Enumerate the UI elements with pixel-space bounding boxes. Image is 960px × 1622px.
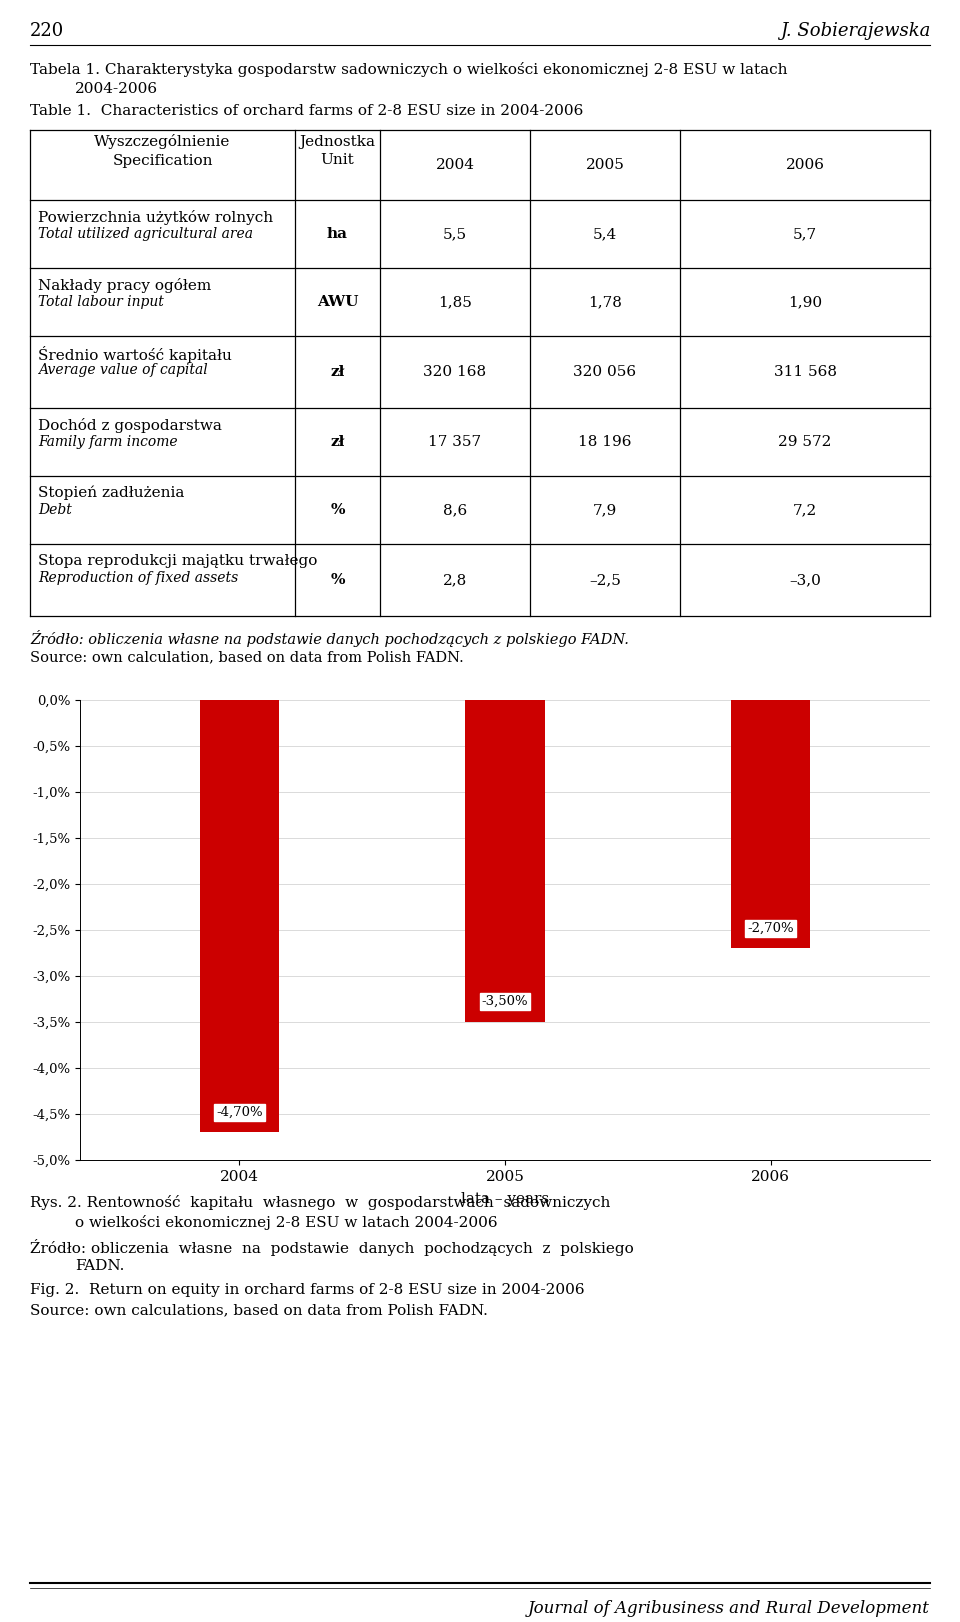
Text: Source: own calculation, based on data from Polish FADN.: Source: own calculation, based on data f… bbox=[30, 650, 464, 663]
Text: Total utilized agricultural area: Total utilized agricultural area bbox=[38, 227, 253, 242]
Text: Journal of Agribusiness and Rural Development: Journal of Agribusiness and Rural Develo… bbox=[528, 1599, 930, 1617]
Text: zł: zł bbox=[330, 365, 345, 380]
Text: 8,6: 8,6 bbox=[443, 503, 468, 517]
Text: 320 056: 320 056 bbox=[573, 365, 636, 380]
Text: J. Sobierajewska: J. Sobierajewska bbox=[780, 23, 930, 41]
Text: 2004-2006: 2004-2006 bbox=[75, 83, 158, 96]
Text: 1,78: 1,78 bbox=[588, 295, 622, 310]
Text: o wielkości ekonomicznej 2-8 ESU w latach 2004-2006: o wielkości ekonomicznej 2-8 ESU w latac… bbox=[75, 1215, 497, 1229]
X-axis label: lata – years: lata – years bbox=[461, 1192, 549, 1207]
Text: Powierzchnia użytków rolnych: Powierzchnia użytków rolnych bbox=[38, 209, 274, 225]
Text: Jednostka
Unit: Jednostka Unit bbox=[300, 135, 375, 167]
Text: Total labour input: Total labour input bbox=[38, 295, 164, 310]
Text: Stopa reprodukcji majątku trwałego: Stopa reprodukcji majątku trwałego bbox=[38, 555, 318, 568]
Text: 5,7: 5,7 bbox=[793, 227, 817, 242]
Text: Źródło: obliczenia  własne  na  podstawie  danych  pochodzących  z  polskiego: Źródło: obliczenia własne na podstawie d… bbox=[30, 1239, 634, 1255]
Text: Source: own calculations, based on data from Polish FADN.: Source: own calculations, based on data … bbox=[30, 1302, 488, 1317]
Text: –2,5: –2,5 bbox=[589, 573, 621, 587]
Text: 7,9: 7,9 bbox=[593, 503, 617, 517]
Text: -2,70%: -2,70% bbox=[747, 921, 794, 934]
Text: 320 168: 320 168 bbox=[423, 365, 487, 380]
Text: Fig. 2.  Return on equity in orchard farms of 2-8 ESU size in 2004-2006: Fig. 2. Return on equity in orchard farm… bbox=[30, 1283, 585, 1298]
Text: –3,0: –3,0 bbox=[789, 573, 821, 587]
Text: 5,5: 5,5 bbox=[443, 227, 468, 242]
Text: -4,70%: -4,70% bbox=[216, 1106, 263, 1119]
Text: 311 568: 311 568 bbox=[774, 365, 836, 380]
Text: 29 572: 29 572 bbox=[779, 435, 831, 449]
Text: Tabela 1. Charakterystyka gospodarstw sadowniczych o wielkości ekonomicznej 2-8 : Tabela 1. Charakterystyka gospodarstw sa… bbox=[30, 62, 787, 76]
Text: 7,2: 7,2 bbox=[793, 503, 817, 517]
Text: 2004: 2004 bbox=[436, 157, 474, 172]
Text: Nakłady pracy ogółem: Nakłady pracy ogółem bbox=[38, 277, 211, 294]
Bar bbox=[731, 701, 810, 949]
Text: 220: 220 bbox=[30, 23, 64, 41]
Text: Źródło: obliczenia własne na podstawie danych pochodzących z polskiego FADN.: Źródło: obliczenia własne na podstawie d… bbox=[30, 629, 629, 647]
Text: 17 357: 17 357 bbox=[428, 435, 482, 449]
Text: Rys. 2. Rentowność  kapitału  własnego  w  gospodarstwach  sadowniczych: Rys. 2. Rentowność kapitału własnego w g… bbox=[30, 1195, 611, 1210]
Text: Average value of capital: Average value of capital bbox=[38, 363, 207, 376]
Text: %: % bbox=[330, 503, 345, 517]
Text: Table 1.  Characteristics of orchard farms of 2-8 ESU size in 2004-2006: Table 1. Characteristics of orchard farm… bbox=[30, 104, 584, 118]
Text: %: % bbox=[330, 573, 345, 587]
Text: 18 196: 18 196 bbox=[578, 435, 632, 449]
Text: 2005: 2005 bbox=[586, 157, 624, 172]
Text: Reproduction of fixed assets: Reproduction of fixed assets bbox=[38, 571, 238, 586]
Text: FADN.: FADN. bbox=[75, 1259, 125, 1273]
Text: 1,90: 1,90 bbox=[788, 295, 822, 310]
Text: Dochód z gospodarstwa: Dochód z gospodarstwa bbox=[38, 418, 222, 433]
Bar bbox=[466, 701, 545, 1022]
Text: Stopień zadłużenia: Stopień zadłużenia bbox=[38, 487, 184, 501]
Text: Debt: Debt bbox=[38, 503, 72, 517]
Text: 2,8: 2,8 bbox=[443, 573, 468, 587]
Text: Family farm income: Family farm income bbox=[38, 435, 178, 449]
Text: zł: zł bbox=[330, 435, 345, 449]
Text: Średnio wartość kapitału: Średnio wartość kapitału bbox=[38, 345, 232, 363]
Text: ha: ha bbox=[327, 227, 348, 242]
Text: -3,50%: -3,50% bbox=[482, 996, 528, 1009]
Bar bbox=[200, 701, 279, 1132]
Text: AWU: AWU bbox=[317, 295, 358, 310]
Text: 5,4: 5,4 bbox=[593, 227, 617, 242]
Text: Wyszczególnienie
Specification: Wyszczególnienie Specification bbox=[94, 135, 230, 167]
Text: 1,85: 1,85 bbox=[438, 295, 472, 310]
Text: 2006: 2006 bbox=[785, 157, 825, 172]
